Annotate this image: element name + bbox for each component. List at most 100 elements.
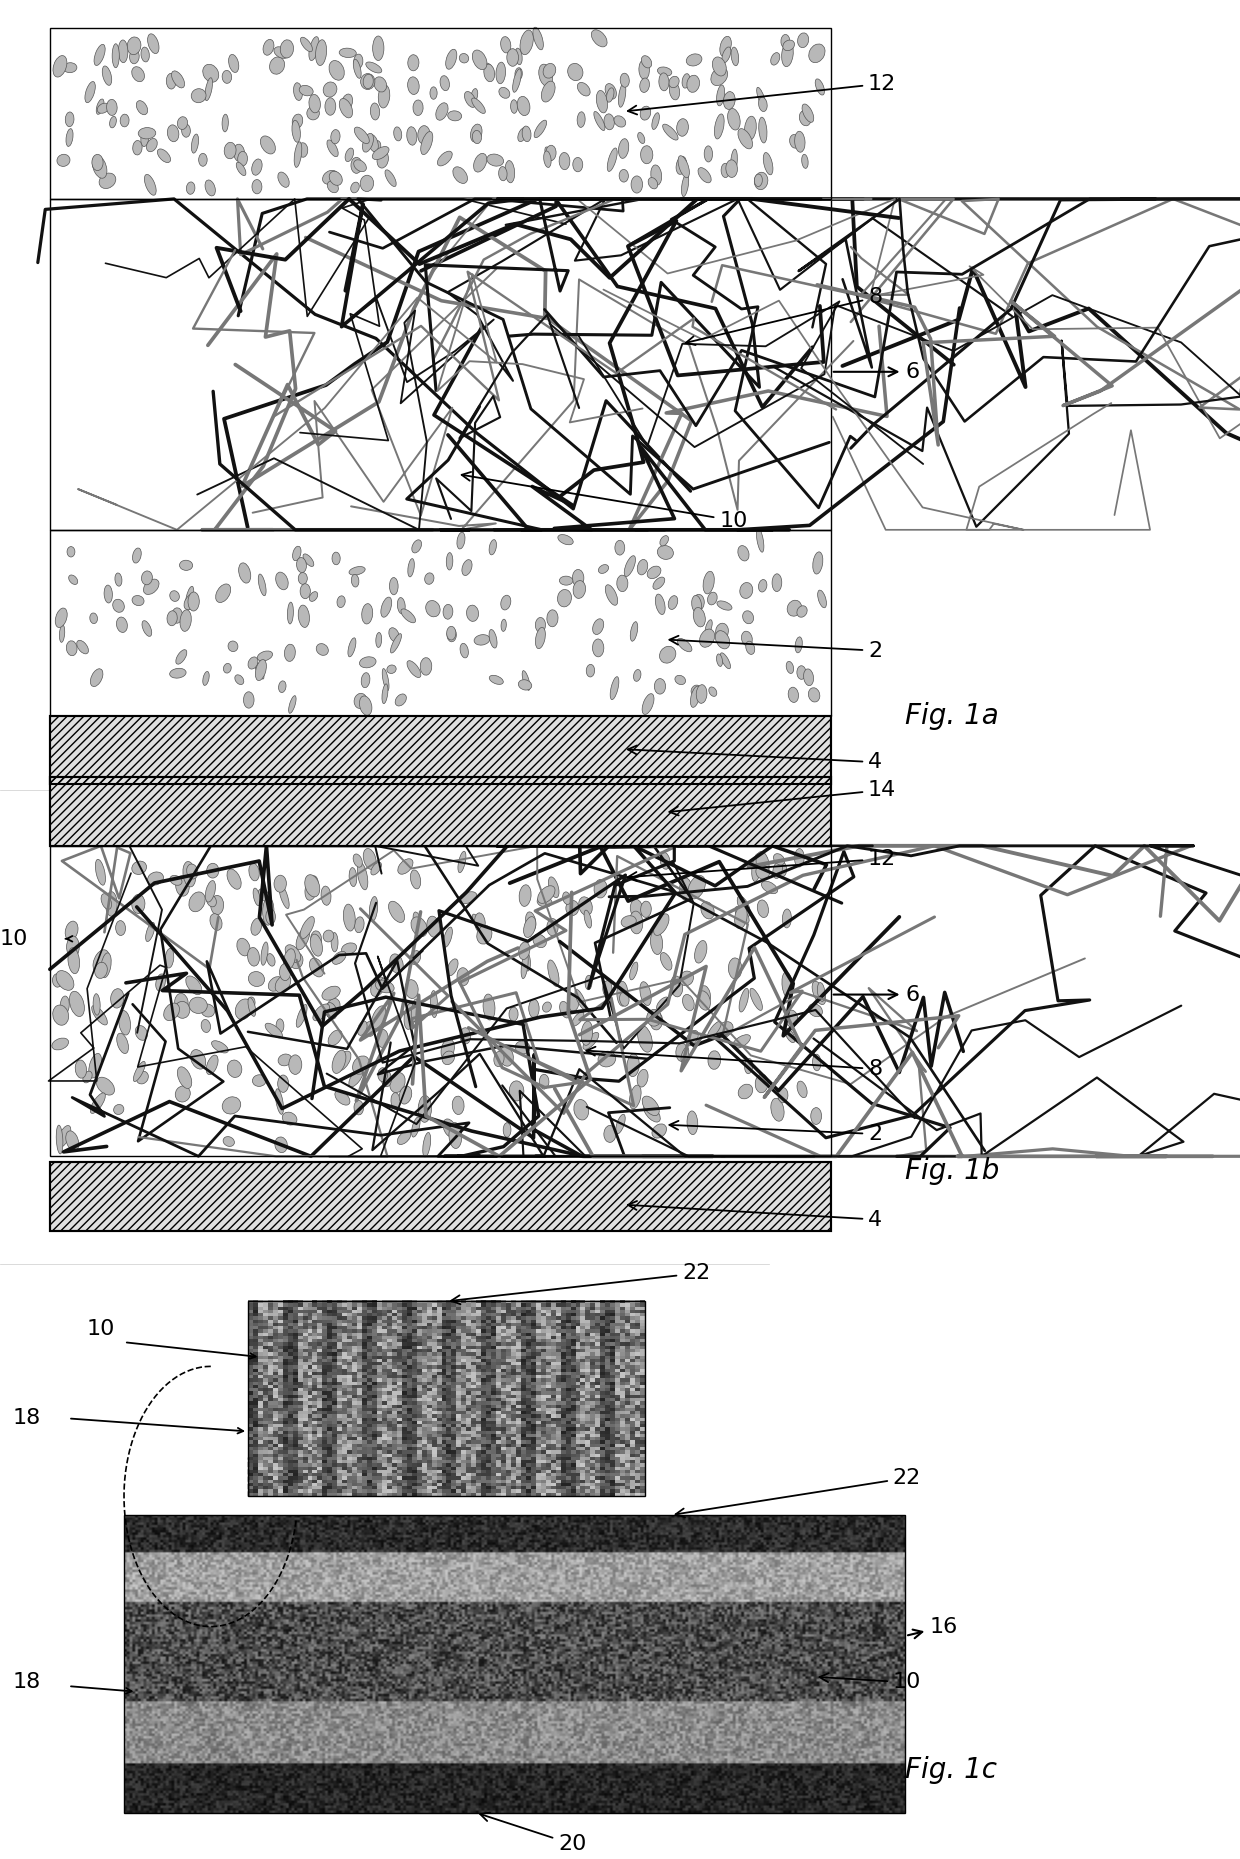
Ellipse shape	[630, 621, 637, 641]
Ellipse shape	[309, 95, 320, 113]
Ellipse shape	[484, 995, 495, 1021]
Text: 4: 4	[627, 1201, 882, 1229]
Ellipse shape	[66, 1130, 79, 1151]
Ellipse shape	[680, 970, 693, 985]
Ellipse shape	[756, 864, 770, 879]
Ellipse shape	[207, 863, 218, 877]
Ellipse shape	[594, 112, 605, 130]
Ellipse shape	[56, 608, 67, 628]
Ellipse shape	[790, 134, 800, 149]
Ellipse shape	[680, 877, 692, 900]
Ellipse shape	[782, 41, 795, 50]
Ellipse shape	[325, 99, 336, 115]
Ellipse shape	[579, 896, 593, 915]
Ellipse shape	[325, 1002, 337, 1019]
Ellipse shape	[299, 86, 314, 97]
Ellipse shape	[572, 1011, 584, 1026]
Ellipse shape	[641, 902, 651, 916]
Ellipse shape	[412, 998, 418, 1022]
Ellipse shape	[275, 1138, 288, 1153]
Ellipse shape	[258, 889, 269, 902]
Ellipse shape	[145, 922, 155, 941]
Ellipse shape	[596, 91, 608, 113]
Ellipse shape	[175, 1002, 190, 1019]
Ellipse shape	[621, 916, 636, 928]
Ellipse shape	[471, 99, 485, 113]
Ellipse shape	[399, 1086, 412, 1104]
Ellipse shape	[378, 1067, 388, 1082]
Ellipse shape	[136, 1071, 149, 1084]
Ellipse shape	[77, 639, 88, 654]
Ellipse shape	[134, 1061, 145, 1082]
Ellipse shape	[619, 139, 629, 158]
Ellipse shape	[728, 957, 742, 980]
Ellipse shape	[660, 647, 676, 664]
Ellipse shape	[614, 115, 626, 126]
Ellipse shape	[720, 37, 732, 56]
Ellipse shape	[693, 608, 706, 626]
Ellipse shape	[63, 63, 77, 73]
Ellipse shape	[774, 853, 785, 864]
Ellipse shape	[619, 169, 629, 182]
Ellipse shape	[91, 1093, 105, 1114]
Ellipse shape	[353, 853, 362, 866]
Ellipse shape	[443, 604, 453, 619]
Ellipse shape	[756, 851, 769, 876]
Ellipse shape	[69, 991, 84, 1017]
Ellipse shape	[112, 45, 119, 67]
Ellipse shape	[775, 861, 786, 877]
Ellipse shape	[738, 896, 750, 916]
Ellipse shape	[630, 1086, 641, 1108]
Ellipse shape	[171, 71, 185, 87]
Ellipse shape	[714, 113, 724, 139]
Ellipse shape	[131, 894, 145, 913]
Ellipse shape	[394, 126, 402, 141]
Ellipse shape	[637, 1069, 649, 1088]
Ellipse shape	[538, 885, 556, 903]
Ellipse shape	[489, 630, 497, 649]
Ellipse shape	[547, 610, 558, 626]
Ellipse shape	[518, 943, 529, 959]
Ellipse shape	[444, 928, 453, 948]
Ellipse shape	[175, 1086, 190, 1102]
Ellipse shape	[408, 558, 414, 576]
Ellipse shape	[797, 606, 807, 617]
Ellipse shape	[644, 1104, 660, 1123]
Ellipse shape	[472, 130, 481, 143]
Ellipse shape	[94, 963, 108, 978]
Ellipse shape	[682, 175, 688, 197]
Ellipse shape	[170, 591, 180, 602]
Ellipse shape	[201, 1004, 215, 1017]
Ellipse shape	[817, 983, 825, 1002]
Ellipse shape	[559, 576, 573, 586]
Ellipse shape	[686, 54, 702, 65]
Ellipse shape	[423, 1132, 430, 1156]
Ellipse shape	[701, 902, 714, 918]
Ellipse shape	[620, 993, 629, 1006]
Ellipse shape	[335, 1050, 351, 1071]
Ellipse shape	[808, 45, 825, 63]
Ellipse shape	[410, 950, 420, 965]
Ellipse shape	[751, 853, 761, 881]
Ellipse shape	[458, 969, 469, 985]
Ellipse shape	[407, 126, 417, 145]
Ellipse shape	[389, 954, 403, 974]
Ellipse shape	[593, 639, 604, 656]
Ellipse shape	[237, 939, 250, 956]
Ellipse shape	[425, 600, 440, 617]
Ellipse shape	[353, 1101, 363, 1115]
Ellipse shape	[522, 671, 529, 690]
Ellipse shape	[388, 902, 404, 922]
Ellipse shape	[379, 978, 391, 989]
Ellipse shape	[280, 39, 294, 58]
Ellipse shape	[733, 1035, 750, 1048]
Ellipse shape	[170, 669, 186, 679]
Ellipse shape	[489, 539, 496, 554]
Ellipse shape	[351, 182, 360, 193]
Ellipse shape	[616, 574, 627, 591]
Ellipse shape	[756, 87, 766, 108]
Ellipse shape	[391, 634, 402, 653]
Ellipse shape	[93, 995, 100, 1015]
Ellipse shape	[361, 673, 370, 688]
Ellipse shape	[548, 959, 559, 987]
